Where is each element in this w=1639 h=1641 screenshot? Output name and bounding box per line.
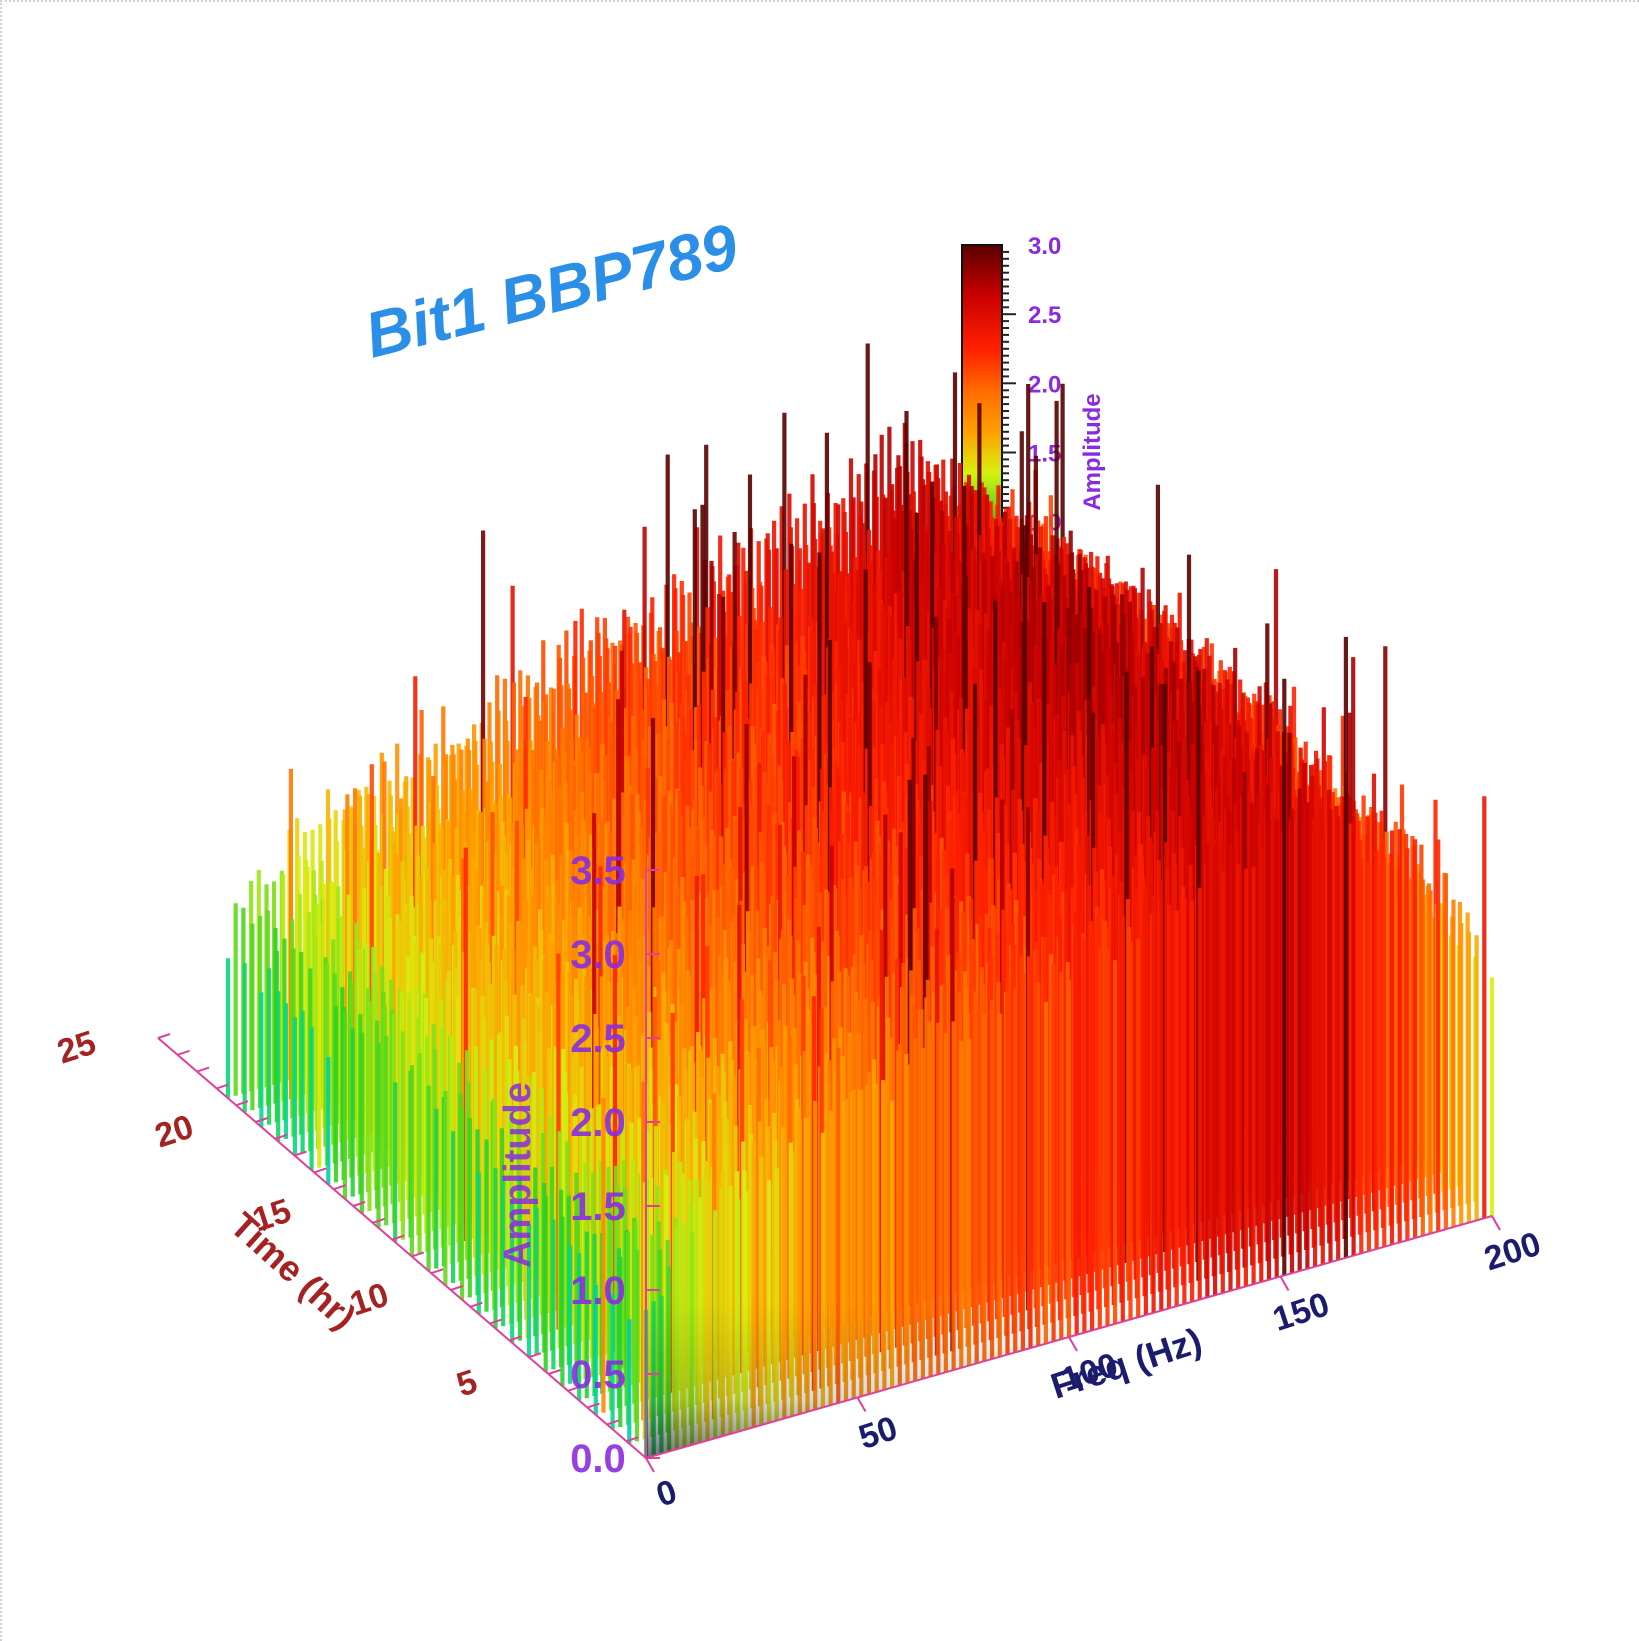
freq-tick-label: 50 [854,1409,902,1457]
time-tick-label: 20 [150,1108,198,1156]
amplitude-tick-label: 2.0 [570,1101,626,1145]
time-tick [196,1066,210,1073]
amplitude-axis-ticks: 0.0 0.5 1.0 1.5 2.0 2.5 3.0 3.5 [570,849,660,1481]
freq-tick [1068,1336,1078,1352]
time-tick [391,1234,405,1241]
colorbar-label: Amplitude [1079,393,1106,510]
time-tick [450,1285,464,1291]
time-tick-label: 5 [452,1363,482,1405]
time-tick-label: 25 [53,1024,101,1072]
freq-tick [1279,1276,1290,1291]
freq-tick-label: 200 [1480,1225,1546,1279]
time-tick [587,1402,600,1409]
colorbar-tick-label: 3.0 [1028,233,1061,260]
amplitude-tick-label: 3.5 [570,849,626,893]
time-tick [528,1352,542,1359]
freq-tick [1491,1215,1501,1231]
amplitude-tick-label: 3.0 [570,933,626,977]
time-tick [235,1100,249,1107]
freq-tick-label: 150 [1268,1285,1334,1339]
time-tick [489,1318,503,1325]
time-tick [567,1385,581,1392]
amplitude-tick-label: 2.5 [570,1017,626,1061]
time-tick [469,1301,483,1308]
time-tick [177,1049,190,1056]
amplitude-tick-label: 0.0 [570,1437,626,1481]
time-tick [509,1335,522,1342]
time-tick [294,1150,307,1157]
amplitude-tick-label: 1.0 [570,1269,626,1313]
freq-tick [645,1457,655,1473]
time-tick [372,1217,386,1224]
chart-title: Bit1 BBP789 [358,210,745,372]
amplitude-tick-label: 0.5 [570,1353,626,1397]
time-tick [333,1184,347,1191]
freq-tick [856,1397,867,1412]
time-tick [430,1268,444,1275]
colorbar-tick-label: 2.5 [1028,302,1061,329]
time-tick [606,1419,620,1426]
time-axis-line [157,1037,647,1459]
amplitude-axis-label: Amplitude [497,1082,539,1268]
time-tick [157,1033,171,1039]
time-tick [216,1083,229,1090]
time-tick [313,1167,327,1174]
time-tick [548,1369,561,1375]
colorbar-tick-label: 2.0 [1028,371,1061,398]
time-tick [352,1201,366,1207]
time-tick [626,1436,639,1443]
time-tick [411,1251,425,1258]
surface-shading [646,1064,1492,1458]
time-tick [274,1133,288,1140]
surface-plot [225,343,1495,1458]
amplitude-tick-label: 1.5 [570,1185,626,1229]
freq-tick-label: 0 [652,1473,682,1515]
time-tick [255,1117,268,1123]
